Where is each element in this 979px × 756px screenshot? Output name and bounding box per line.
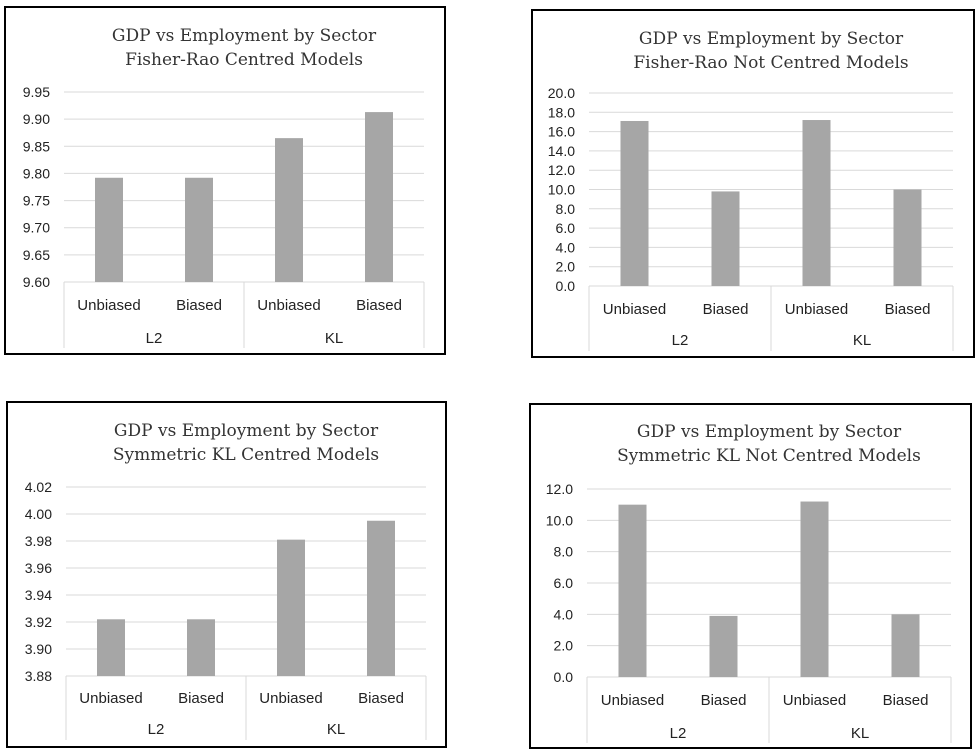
bar	[620, 120, 649, 286]
y-tick-label: 9.95	[23, 84, 50, 100]
y-tick-label: 4.0	[554, 606, 574, 622]
bar	[187, 619, 215, 676]
chart-svg: GDP vs Employment by Sector Fisher-Rao Ce…	[23, 26, 425, 348]
chart-title: Fisher-Rao Centred Models	[125, 50, 363, 70]
y-tick-label: 12.0	[546, 481, 573, 497]
x-category-label: Unbiased	[77, 297, 140, 314]
bar	[891, 614, 920, 677]
x-category-label: Biased	[356, 297, 402, 314]
bar	[277, 539, 305, 676]
bar	[711, 191, 740, 286]
bar	[802, 120, 831, 287]
y-tick-label: 9.80	[23, 165, 50, 181]
y-tick-label: 4.00	[25, 506, 52, 522]
y-tick-label: 12.0	[548, 162, 575, 178]
x-category-label: Biased	[358, 690, 404, 707]
y-tick-label: 8.0	[556, 201, 576, 217]
y-tick-label: 9.70	[23, 220, 50, 236]
chart-title: GDP vs Employment by Sector	[639, 29, 904, 49]
x-category-label: Unbiased	[79, 690, 142, 707]
y-tick-label: 3.96	[25, 560, 52, 576]
bar	[97, 619, 125, 676]
y-tick-label: 9.85	[23, 138, 50, 154]
y-tick-label: 9.75	[23, 193, 50, 209]
x-category-label: Unbiased	[259, 690, 322, 707]
chart-title: GDP vs Employment by Sector	[112, 26, 377, 46]
y-tick-label: 0.0	[554, 669, 574, 685]
chart-svg: GDP vs Employment by Sector Symmetric KL …	[25, 421, 427, 740]
y-tick-label: 20.0	[548, 85, 575, 101]
y-tick-label: 6.0	[556, 220, 576, 236]
chart-title: GDP vs Employment by Sector	[114, 421, 379, 441]
x-group-label: L2	[670, 725, 687, 742]
chart-panel-symmetric-kl-not-centred: GDP vs Employment by Sector Symmetric KL …	[529, 403, 972, 749]
chart-title: Symmetric KL Not Centred Models	[617, 446, 921, 466]
y-tick-label: 9.65	[23, 247, 50, 263]
bar	[365, 112, 393, 282]
chart-title: GDP vs Employment by Sector	[637, 422, 902, 442]
y-tick-label: 4.02	[25, 479, 52, 495]
bar	[95, 177, 123, 282]
y-tick-label: 10.0	[548, 182, 575, 198]
x-category-label: Biased	[178, 690, 224, 707]
y-tick-label: 18.0	[548, 104, 575, 120]
y-tick-label: 3.98	[25, 533, 52, 549]
x-category-label: Biased	[701, 692, 747, 709]
bar	[275, 138, 303, 282]
chart-title: Symmetric KL Centred Models	[113, 445, 379, 465]
chart-panel-fisher-rao-centred: GDP vs Employment by Sector Fisher-Rao Ce…	[4, 6, 446, 355]
x-group-label: L2	[672, 332, 689, 349]
y-tick-label: 10.0	[546, 512, 573, 528]
chart-title: Fisher-Rao Not Centred Models	[633, 53, 908, 73]
y-tick-label: 16.0	[548, 124, 575, 140]
y-tick-label: 6.0	[554, 575, 574, 591]
chart-panel-fisher-rao-not-centred: GDP vs Employment by Sector Fisher-Rao No…	[531, 9, 975, 358]
y-tick-label: 2.0	[554, 638, 574, 654]
bar	[709, 615, 738, 677]
chart-svg: GDP vs Employment by Sector Fisher-Rao No…	[548, 29, 954, 351]
x-group-label: KL	[851, 725, 869, 742]
bar	[367, 520, 395, 676]
x-category-label: Biased	[883, 692, 929, 709]
y-tick-label: 3.90	[25, 641, 52, 657]
x-group-label: KL	[325, 330, 343, 347]
y-tick-label: 0.0	[556, 278, 576, 294]
x-category-label: Unbiased	[601, 692, 664, 709]
chart-svg: GDP vs Employment by Sector Symmetric KL …	[546, 422, 952, 743]
bar	[618, 504, 647, 677]
x-category-label: Unbiased	[257, 297, 320, 314]
bar	[893, 189, 922, 286]
x-category-label: Biased	[885, 301, 931, 318]
y-tick-label: 3.92	[25, 614, 52, 630]
y-tick-label: 9.90	[23, 111, 50, 127]
y-tick-label: 3.94	[25, 587, 52, 603]
x-category-label: Biased	[703, 301, 749, 318]
x-group-label: L2	[146, 330, 163, 347]
y-tick-label: 14.0	[548, 143, 575, 159]
x-category-label: Biased	[176, 297, 222, 314]
y-tick-label: 3.88	[25, 668, 52, 684]
y-tick-label: 8.0	[554, 544, 574, 560]
x-category-label: Unbiased	[603, 301, 666, 318]
x-group-label: KL	[327, 721, 345, 738]
x-category-label: Unbiased	[783, 692, 846, 709]
y-tick-label: 2.0	[556, 259, 576, 275]
bar	[185, 177, 213, 282]
chart-panel-symmetric-kl-centred: GDP vs Employment by Sector Symmetric KL …	[6, 401, 447, 748]
y-tick-label: 4.0	[556, 239, 576, 255]
y-tick-label: 9.60	[23, 274, 50, 290]
x-category-label: Unbiased	[785, 301, 848, 318]
x-group-label: L2	[148, 721, 165, 738]
bar	[800, 501, 829, 677]
x-group-label: KL	[853, 332, 871, 349]
